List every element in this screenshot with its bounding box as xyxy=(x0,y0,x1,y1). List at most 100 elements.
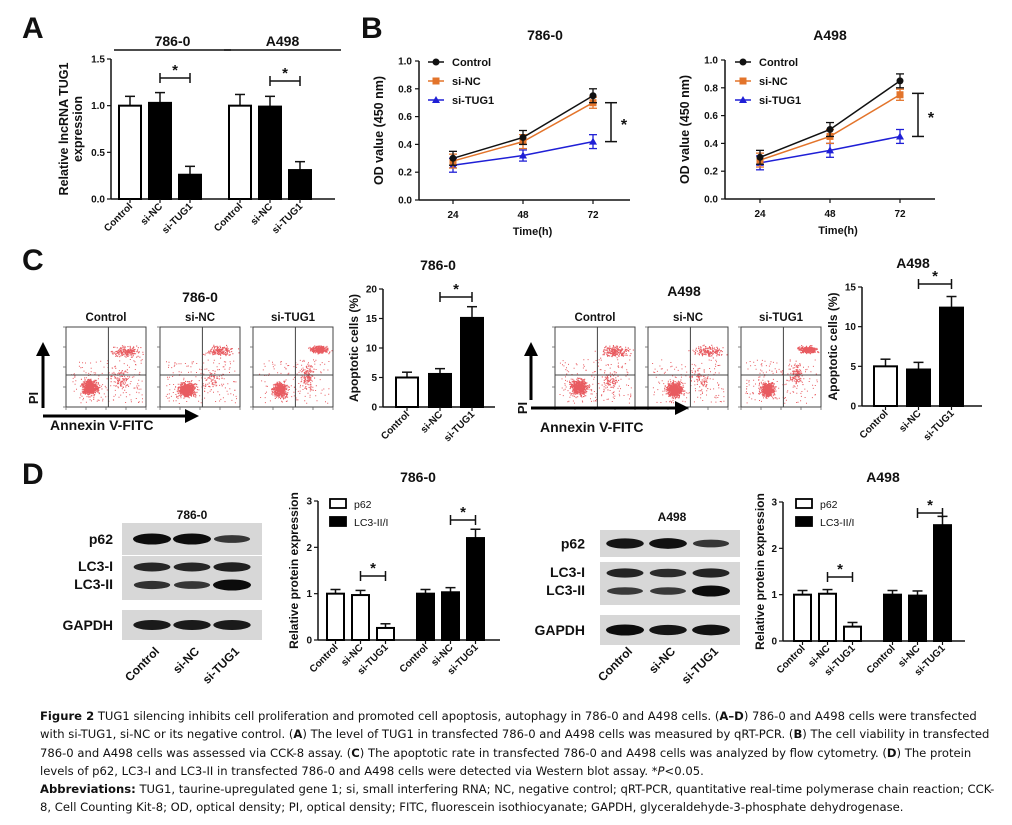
bar xyxy=(873,365,898,408)
flow-plot-si-nc: si-NC xyxy=(157,312,241,410)
x-tick-label: si-TUG1 xyxy=(922,408,957,443)
y-tick-label: 0.4 xyxy=(398,140,412,151)
annexin-axis-arrowhead xyxy=(675,401,689,415)
blot-lane-label: si-NC xyxy=(170,644,202,676)
x-tick-label: si-TUG1 xyxy=(442,409,477,444)
chart-title: 786-0 xyxy=(527,27,563,43)
x-tick-label: 48 xyxy=(517,210,529,221)
y-tick-label: 0 xyxy=(306,636,312,647)
blot-band xyxy=(133,620,171,630)
panel-letter-a: A xyxy=(22,12,44,45)
blot-row-label: LC3-I xyxy=(78,558,113,574)
x-tick-label: Control xyxy=(308,642,341,675)
blot-band xyxy=(213,579,251,591)
marker-circle xyxy=(739,58,747,66)
x-tick-label: si-NC xyxy=(139,201,165,227)
figure-caption: Figure 2 TUG1 silencing inhibits cell pr… xyxy=(40,707,998,817)
bar xyxy=(395,376,419,408)
annexin-axis-label: Annexin V-FITC xyxy=(540,419,643,435)
blot-band xyxy=(133,562,171,572)
y-tick-label: 10 xyxy=(366,344,378,355)
blot-row-label: LC3-I xyxy=(550,564,585,580)
y-axis-label: Relative protein expression xyxy=(753,493,767,650)
y-tick-label: 5 xyxy=(371,373,377,384)
blot-band xyxy=(692,539,730,548)
pi-axis-arrowhead xyxy=(36,342,50,356)
blot-lane-label: Control xyxy=(595,644,635,684)
legend-label: Control xyxy=(759,57,798,69)
x-tick-label: Control xyxy=(858,408,891,441)
significance-label: * xyxy=(370,560,376,577)
caption-ref-ad: A–D xyxy=(719,709,744,723)
marker-circle xyxy=(756,153,764,161)
x-axis-label: Time(h) xyxy=(513,226,553,238)
y-axis-label: OD value (450 nm) xyxy=(372,76,386,185)
blot-band xyxy=(607,587,643,595)
marker-triangle xyxy=(589,137,597,145)
x-tick-label: 24 xyxy=(447,210,459,221)
caption-p: P xyxy=(657,763,665,778)
blot-band xyxy=(692,585,730,597)
flow-title: 786-0 xyxy=(182,289,218,305)
annexin-axis-label: Annexin V-FITC xyxy=(50,417,153,433)
pi-axis-arrowhead xyxy=(524,342,538,356)
y-tick-label: 0.8 xyxy=(704,83,718,94)
x-tick-label: 72 xyxy=(894,209,906,220)
flow-plot-title: si-NC xyxy=(673,312,703,324)
caption-figure-label: Figure 2 xyxy=(40,709,95,723)
y-tick-label: 0.8 xyxy=(398,84,412,95)
flow-scatter-points xyxy=(165,344,240,404)
line-chart-B1: 0.0 0.2 0.4 0.6 0.8 1.0 24 48 72 Time(h) OD value … xyxy=(372,27,630,238)
caption-text: ) The cell viability in transfected 786-… xyxy=(40,727,990,760)
flow-scatter-points xyxy=(745,345,820,404)
y-tick-label: 1 xyxy=(306,589,312,600)
flow-cytometry-group-786-0: 786-0 Control si-NC si-TUG1 Annexin V-FITC PI xyxy=(26,289,334,433)
legend-label: LC3-II/I xyxy=(354,517,388,529)
significance-label: * xyxy=(837,561,843,578)
legend-swatch xyxy=(795,516,813,527)
flow-plot-si-nc: si-NC xyxy=(645,312,729,410)
blot-row-label: GAPDH xyxy=(62,617,113,633)
legend-label: si-TUG1 xyxy=(759,95,801,107)
blot-band xyxy=(606,568,644,578)
caption-text: ) The level of TUG1 in transfected 786-0… xyxy=(302,727,794,742)
marker-circle xyxy=(589,92,597,100)
x-tick-label: si-NC xyxy=(897,408,923,434)
flow-plot-frame xyxy=(159,326,241,408)
y-tick-label: 1.5 xyxy=(91,55,105,66)
blot-band xyxy=(650,587,686,595)
flow-plot-frame xyxy=(740,326,822,408)
legend-swatch xyxy=(329,516,347,527)
bar xyxy=(441,591,460,642)
x-tick-label: si-TUG1 xyxy=(270,201,305,236)
flow-plot-frame xyxy=(554,326,636,408)
bar-chart-C1: 0 5 10 15 20 Apoptotic cells (%) Control si-NCs… xyxy=(347,257,495,444)
blot-band xyxy=(692,624,730,636)
y-tick-label: 0.4 xyxy=(704,139,718,150)
bar xyxy=(843,625,862,642)
series-control xyxy=(756,73,904,165)
x-tick-label: 48 xyxy=(824,209,836,220)
bar xyxy=(351,594,370,641)
caption-ref-a: A xyxy=(293,727,303,742)
y-tick-label: 2 xyxy=(306,543,312,554)
blot-lane-label: si-NC xyxy=(646,644,678,676)
caption-abbr-label: Abbreviations: xyxy=(40,782,136,797)
group-title: A498 xyxy=(266,33,300,49)
blot-lane-label: si-TUG1 xyxy=(200,644,243,687)
marker-circle xyxy=(896,77,904,85)
bar xyxy=(228,104,252,200)
blot-band xyxy=(692,568,730,578)
x-tick-label: si-NC xyxy=(249,201,275,227)
marker-circle xyxy=(519,133,527,141)
bar xyxy=(288,169,312,200)
flow-scatter-points xyxy=(559,345,634,404)
caption-text: ) The apoptotic rate in transfected 786-… xyxy=(359,745,887,760)
bar-chart-A: 0.0 0.5 1.0 1.5 Relative lncRNA TUG1 expressi… xyxy=(57,33,341,236)
flow-title: A498 xyxy=(667,283,701,299)
y-tick-label: 0 xyxy=(771,637,777,648)
significance-label: * xyxy=(172,62,178,79)
marker-triangle xyxy=(826,146,834,154)
bar xyxy=(460,316,484,408)
